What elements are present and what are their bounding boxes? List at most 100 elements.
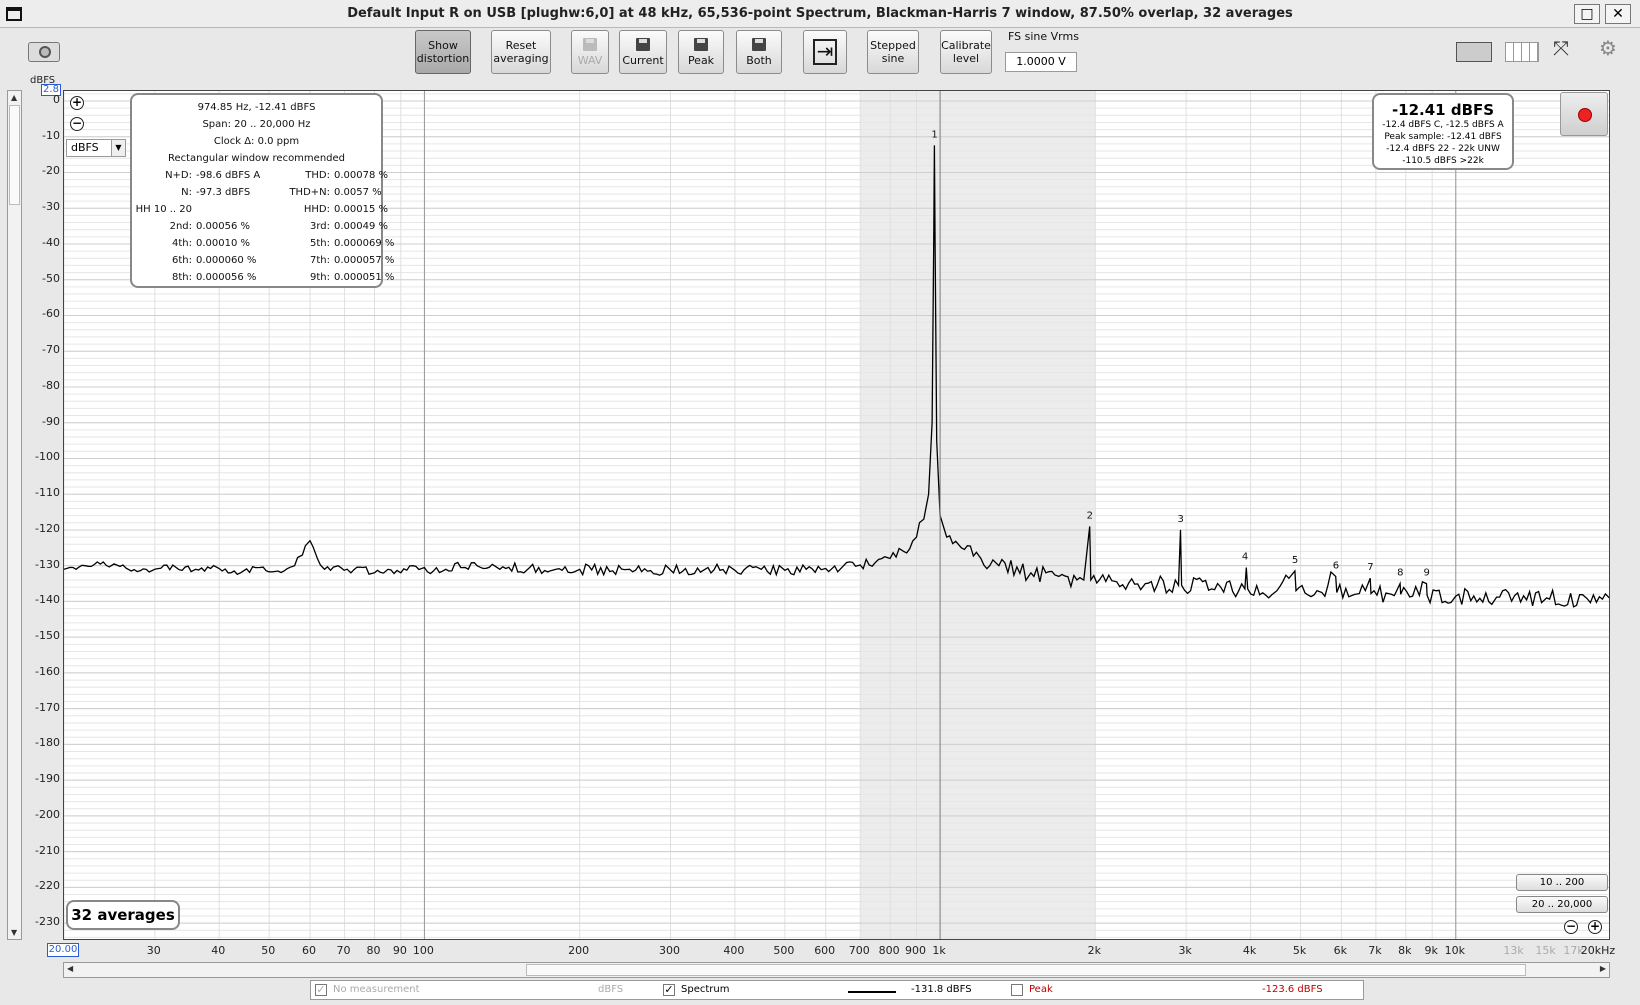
camera-icon[interactable]	[28, 42, 60, 62]
legend-spectrum: Spectrum	[681, 984, 730, 995]
y-tick-label: -30	[42, 200, 60, 214]
unit-select[interactable]: dBFS ▼	[66, 139, 126, 157]
harmonic-marker-label: 2	[1087, 510, 1093, 521]
x-tick-label: 50	[261, 944, 276, 957]
zoom-out-icon[interactable]: −	[70, 116, 84, 131]
distortion-key: N+D:	[165, 170, 192, 181]
distortion-value: 0.00078 %	[334, 170, 389, 181]
distortion-key: HH 10 .. 20	[135, 204, 192, 215]
columns-icon[interactable]	[1505, 42, 1539, 62]
scroll-left-icon[interactable]: ◀	[67, 964, 74, 973]
distortion-key: 3rd:	[309, 221, 330, 232]
y-tick-label: -90	[42, 414, 60, 428]
save-icon	[583, 37, 597, 51]
save-icon	[636, 37, 650, 51]
x-tick-label: 8k	[1398, 944, 1412, 957]
close-button[interactable]: ✕	[1605, 4, 1631, 24]
peak-checkbox[interactable]	[1011, 984, 1023, 996]
x-zoom-in-icon[interactable]: +	[1588, 919, 1602, 934]
import-icon: ⇥	[813, 39, 837, 65]
import-button[interactable]: ⇥	[803, 30, 847, 74]
scroll-thumb[interactable]	[9, 105, 20, 205]
fs-sine-label: FS sine Vrms	[1008, 30, 1079, 43]
save-both-button[interactable]: Both	[736, 30, 782, 74]
spectrum-plot[interactable]: 1 2 3 4 5 6 7 8 9	[63, 90, 1610, 940]
record-button[interactable]	[1560, 92, 1608, 136]
show-distortion-button[interactable]: Show distortion	[415, 30, 471, 74]
reset-averaging-button[interactable]: Reset averaging	[491, 30, 551, 74]
y-tick-label: -100	[35, 450, 60, 464]
zoom-in-icon[interactable]: +	[70, 95, 84, 110]
stepped-sine-button[interactable]: Stepped sine	[867, 30, 919, 74]
distortion-panel: 974.85 Hz, -12.41 dBFS Span: 20 .. 20,00…	[130, 93, 394, 288]
x-tick-label: 100	[412, 944, 434, 957]
spectrum-trace	[64, 145, 1609, 608]
distortion-value: 0.00015 %	[334, 204, 389, 215]
distortion-value: 0.000057 %	[334, 255, 395, 266]
x-tick-label: 600	[814, 944, 836, 957]
x-tick-label: 700	[848, 944, 870, 957]
distortion-value: 0.0057 %	[334, 187, 382, 198]
save-peak-button[interactable]: Peak	[678, 30, 724, 74]
span-readout: Span: 20 .. 20,000 Hz	[202, 119, 311, 130]
y-tick-label: -140	[35, 593, 60, 607]
zoom-20-20000-button[interactable]: 20 .. 20,000	[1516, 896, 1608, 913]
x-tick-label: 9k	[1424, 944, 1438, 957]
fit-axes-icon[interactable]: ⤧	[1553, 36, 1569, 60]
measurement-band	[860, 91, 1096, 939]
y-tick-label: -130	[35, 557, 60, 571]
legend-no-measurement-unit: dBFS	[598, 984, 624, 995]
vertical-scrollbar[interactable]: ▲ ▼	[7, 90, 22, 940]
x-tick-label: 4k	[1242, 944, 1257, 957]
maximize-button[interactable]: □	[1574, 4, 1600, 24]
x-tick-label: 900	[905, 944, 926, 957]
scroll-up-icon[interactable]: ▲	[11, 93, 18, 102]
y-tick-label: -10	[42, 128, 60, 142]
title-bar: Default Input R on USB [plughw:6,0] at 4…	[0, 0, 1640, 28]
distortion-key: 9th:	[310, 272, 330, 283]
window-menu-icon[interactable]	[6, 7, 22, 21]
zoom-10-200-button[interactable]: 10 .. 200	[1516, 874, 1608, 891]
x-tick-label: 17k	[1563, 944, 1584, 957]
distortion-value: 0.000069 %	[334, 238, 395, 249]
scroll-thumb[interactable]	[526, 964, 1526, 976]
save-current-button[interactable]: Current	[619, 30, 667, 74]
distortion-value: 0.00049 %	[334, 221, 389, 232]
distortion-key: 8th:	[172, 272, 192, 283]
x-zoom-out-icon[interactable]: −	[1564, 919, 1578, 934]
spectrum-checkbox[interactable]: ✓	[663, 983, 675, 996]
no-measurement-checkbox[interactable]: ✓	[315, 983, 327, 996]
chevron-down-icon: ▼	[111, 140, 125, 156]
y-tick-label: -40	[42, 235, 60, 249]
y-tick-label: -200	[35, 807, 60, 821]
distortion-value: 0.000051 %	[334, 272, 395, 283]
calibrate-level-button[interactable]: Calibrate level	[940, 30, 992, 74]
horizontal-scrollbar[interactable]: ◀ ▶	[63, 962, 1610, 978]
distortion-key: 2nd:	[169, 221, 192, 232]
y-tick-label: -180	[35, 736, 60, 750]
distortion-key: 6th:	[172, 255, 192, 266]
legend-peak-value: -123.6 dBFS	[1262, 984, 1323, 995]
x-tick-label: 15k	[1535, 944, 1556, 957]
harmonic-marker-label: 1	[931, 129, 937, 140]
spectrum-chart: 1 2 3 4 5 6 7 8 9	[64, 91, 1609, 939]
y-tick-label: -160	[35, 664, 60, 678]
distortion-key: THD:	[305, 170, 330, 181]
fundamental-readout: 974.85 Hz, -12.41 dBFS	[197, 102, 316, 113]
distortion-key: 7th:	[310, 255, 330, 266]
scroll-right-icon[interactable]: ▶	[1599, 964, 1606, 973]
x-axis-start-input[interactable]: 20.00	[47, 943, 79, 957]
scroll-down-icon[interactable]: ▼	[11, 928, 18, 937]
x-tick-label: 7k	[1368, 944, 1382, 957]
distortion-value: 0.000056 %	[196, 272, 257, 283]
legend-spectrum-value: -131.8 dBFS	[911, 984, 972, 995]
gear-icon[interactable]: ⚙	[1599, 36, 1617, 60]
wav-button[interactable]: WAV	[571, 30, 609, 74]
y-tick-label: -60	[42, 307, 60, 321]
distortion-value: 0.00010 %	[196, 238, 251, 249]
legend-peak: Peak	[1029, 984, 1053, 995]
fs-sine-input[interactable]: 1.0000 V	[1005, 52, 1077, 72]
save-icon	[752, 37, 766, 51]
y-axis-top-input[interactable]: 2.8	[41, 84, 61, 96]
graph-layout-icon[interactable]	[1456, 42, 1492, 62]
